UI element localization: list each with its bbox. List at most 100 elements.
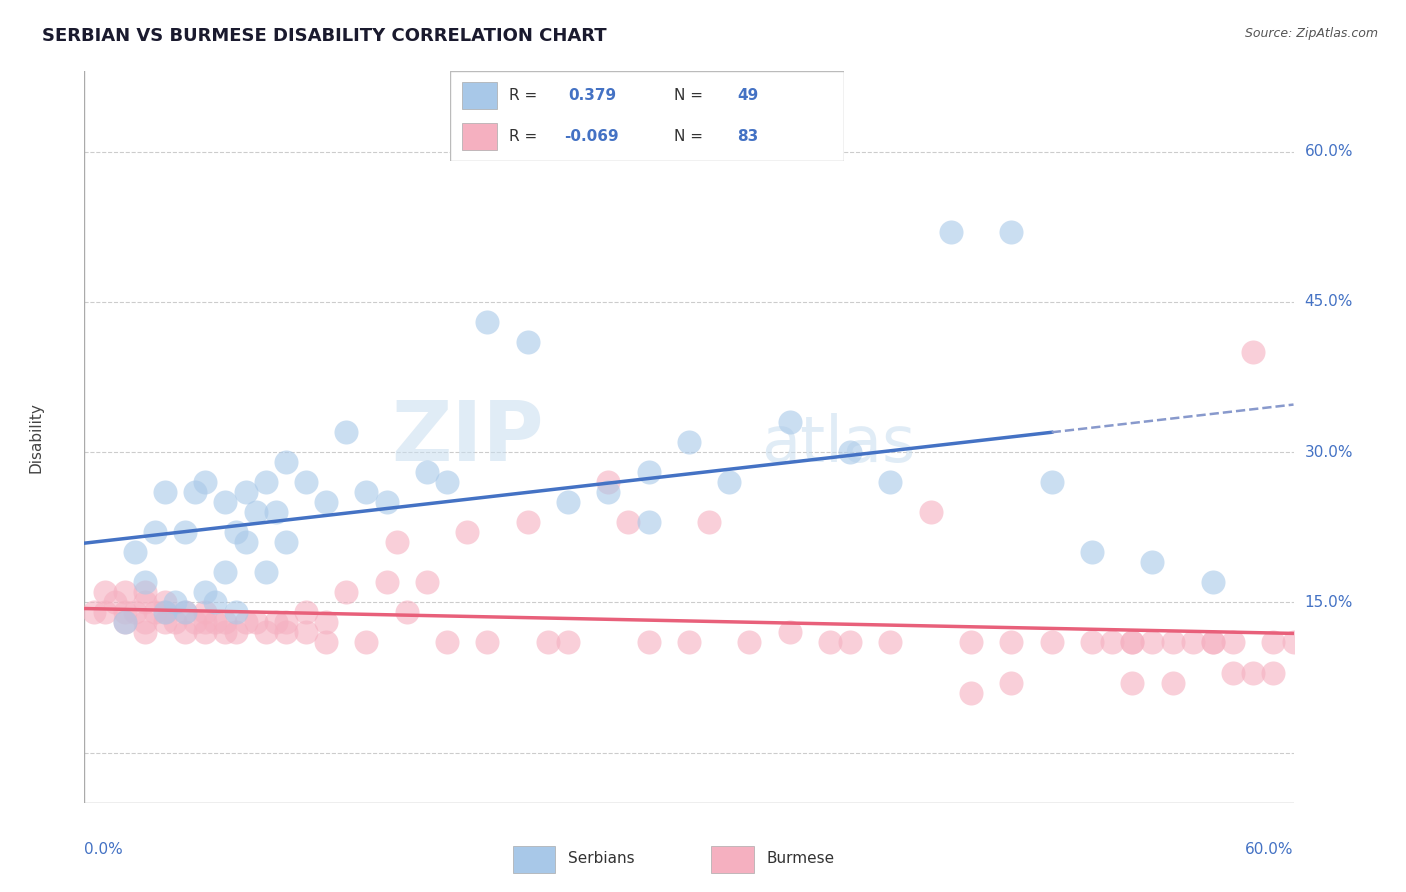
Point xyxy=(1121,675,1143,690)
Point xyxy=(1000,635,1022,649)
Point xyxy=(1081,635,1104,649)
Point xyxy=(134,625,156,640)
Point xyxy=(114,615,136,630)
Point xyxy=(516,515,538,529)
Point xyxy=(264,505,287,519)
Point xyxy=(1202,635,1225,649)
Point xyxy=(436,475,458,490)
Point xyxy=(254,475,277,490)
Point xyxy=(818,635,841,649)
Text: 60.0%: 60.0% xyxy=(1305,144,1353,159)
Point xyxy=(194,625,217,640)
Point xyxy=(83,606,105,620)
Point xyxy=(295,475,318,490)
Point xyxy=(678,435,700,450)
Text: 83: 83 xyxy=(737,129,759,144)
Point xyxy=(960,635,983,649)
Text: atlas: atlas xyxy=(762,413,915,475)
Point xyxy=(477,635,499,649)
Point xyxy=(385,535,408,549)
FancyBboxPatch shape xyxy=(461,82,498,109)
Point xyxy=(174,625,197,640)
Text: Disability: Disability xyxy=(28,401,44,473)
Point xyxy=(225,606,247,620)
Point xyxy=(254,625,277,640)
Point xyxy=(245,505,267,519)
Point xyxy=(295,606,318,620)
Point xyxy=(1222,635,1244,649)
Point xyxy=(637,635,659,649)
Point xyxy=(274,615,297,630)
Point xyxy=(1202,635,1225,649)
Point xyxy=(134,595,156,609)
Text: 0.0%: 0.0% xyxy=(84,842,124,856)
Text: 15.0%: 15.0% xyxy=(1305,595,1353,610)
Text: -0.069: -0.069 xyxy=(564,129,619,144)
Point xyxy=(879,635,901,649)
Point xyxy=(356,635,378,649)
Text: ZIP: ZIP xyxy=(391,397,544,477)
Point xyxy=(235,535,257,549)
Point xyxy=(1161,675,1184,690)
Point xyxy=(1181,635,1204,649)
Point xyxy=(477,315,499,329)
Point xyxy=(143,525,166,540)
Text: 0.379: 0.379 xyxy=(568,88,616,103)
Point xyxy=(335,585,357,599)
Point xyxy=(557,495,579,509)
Point xyxy=(134,575,156,590)
Point xyxy=(153,615,176,630)
Point xyxy=(598,485,620,500)
Point xyxy=(1263,635,1285,649)
Point xyxy=(335,425,357,439)
Point xyxy=(1121,635,1143,649)
Point xyxy=(114,615,136,630)
Text: N =: N = xyxy=(675,129,703,144)
Point xyxy=(617,515,640,529)
Text: SERBIAN VS BURMESE DISABILITY CORRELATION CHART: SERBIAN VS BURMESE DISABILITY CORRELATIO… xyxy=(42,27,607,45)
Point xyxy=(920,505,942,519)
Point xyxy=(143,606,166,620)
Point xyxy=(225,525,247,540)
Point xyxy=(194,606,217,620)
Point xyxy=(264,615,287,630)
Point xyxy=(153,595,176,609)
Point xyxy=(114,585,136,599)
Point xyxy=(124,606,146,620)
Point xyxy=(235,485,257,500)
Point xyxy=(93,606,115,620)
Text: R =: R = xyxy=(509,129,537,144)
Point xyxy=(1222,665,1244,680)
Point xyxy=(718,475,741,490)
Point xyxy=(738,635,761,649)
Text: Serbians: Serbians xyxy=(568,851,634,866)
Text: Burmese: Burmese xyxy=(766,851,834,866)
Point xyxy=(1081,545,1104,559)
Point xyxy=(416,575,439,590)
Point xyxy=(697,515,720,529)
Point xyxy=(184,615,207,630)
Point xyxy=(960,685,983,699)
Text: 49: 49 xyxy=(737,88,759,103)
Point xyxy=(254,566,277,580)
Point xyxy=(204,615,226,630)
Point xyxy=(1142,635,1164,649)
Point xyxy=(153,606,176,620)
Point xyxy=(839,445,862,459)
FancyBboxPatch shape xyxy=(461,123,498,150)
Point xyxy=(295,625,318,640)
Point xyxy=(214,566,236,580)
Point xyxy=(194,615,217,630)
Point xyxy=(204,595,226,609)
FancyBboxPatch shape xyxy=(711,847,754,873)
Point xyxy=(1161,635,1184,649)
Point xyxy=(1142,555,1164,569)
Point xyxy=(184,485,207,500)
Point xyxy=(274,455,297,469)
Point xyxy=(315,495,337,509)
Point xyxy=(1241,665,1264,680)
Point xyxy=(153,485,176,500)
Point xyxy=(637,515,659,529)
Point xyxy=(174,525,197,540)
Point xyxy=(214,495,236,509)
